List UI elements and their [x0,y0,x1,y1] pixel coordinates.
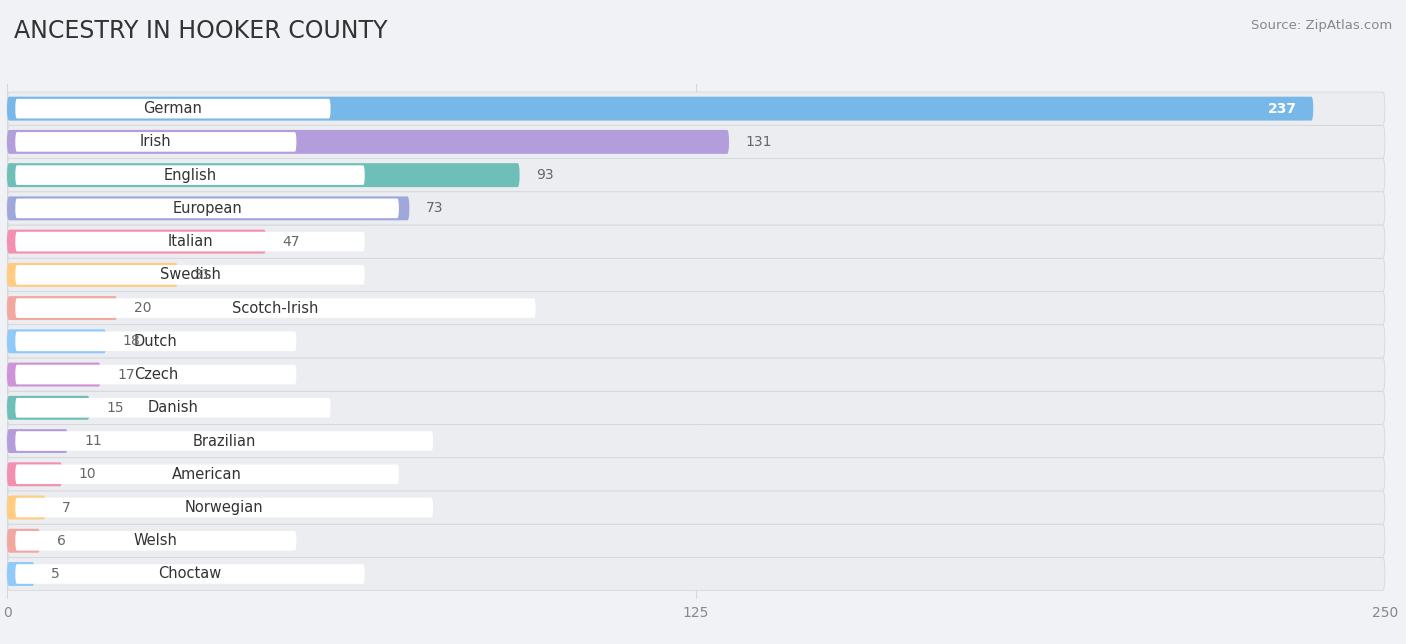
Text: English: English [163,167,217,183]
FancyBboxPatch shape [7,358,1385,391]
FancyBboxPatch shape [15,498,433,517]
Text: 131: 131 [745,135,772,149]
Text: 15: 15 [107,401,124,415]
Text: 47: 47 [283,234,299,249]
FancyBboxPatch shape [7,230,266,254]
Text: 6: 6 [56,534,66,548]
FancyBboxPatch shape [15,265,364,285]
Text: Danish: Danish [148,401,198,415]
Text: Brazilian: Brazilian [193,433,256,448]
FancyBboxPatch shape [7,363,101,386]
Text: 18: 18 [122,334,141,348]
Text: 17: 17 [117,368,135,381]
FancyBboxPatch shape [7,458,1385,491]
Text: Welsh: Welsh [134,533,177,548]
Text: 11: 11 [84,434,103,448]
Text: American: American [172,467,242,482]
FancyBboxPatch shape [7,292,1385,325]
FancyBboxPatch shape [15,298,536,318]
Text: Scotch-Irish: Scotch-Irish [232,301,319,316]
Text: Source: ZipAtlas.com: Source: ZipAtlas.com [1251,19,1392,32]
Text: Dutch: Dutch [134,334,177,349]
Text: 5: 5 [51,567,60,581]
FancyBboxPatch shape [7,529,41,553]
FancyBboxPatch shape [7,225,1385,258]
FancyBboxPatch shape [7,391,1385,424]
Text: ANCESTRY IN HOOKER COUNTY: ANCESTRY IN HOOKER COUNTY [14,19,388,43]
Text: 10: 10 [79,468,96,481]
FancyBboxPatch shape [7,557,1385,591]
FancyBboxPatch shape [7,130,730,154]
FancyBboxPatch shape [7,196,409,220]
FancyBboxPatch shape [7,325,1385,358]
Text: 237: 237 [1268,102,1296,116]
Text: 20: 20 [134,301,152,315]
FancyBboxPatch shape [7,429,67,453]
FancyBboxPatch shape [7,192,1385,225]
Text: 31: 31 [194,268,212,282]
FancyBboxPatch shape [15,365,297,384]
FancyBboxPatch shape [15,564,364,584]
FancyBboxPatch shape [7,329,107,354]
FancyBboxPatch shape [7,92,1385,126]
FancyBboxPatch shape [7,258,1385,292]
FancyBboxPatch shape [15,464,399,484]
FancyBboxPatch shape [15,431,433,451]
FancyBboxPatch shape [7,97,1313,120]
FancyBboxPatch shape [7,163,520,187]
FancyBboxPatch shape [7,491,1385,524]
Text: Swedish: Swedish [159,267,221,282]
FancyBboxPatch shape [7,462,62,486]
FancyBboxPatch shape [15,332,297,351]
FancyBboxPatch shape [7,263,179,287]
FancyBboxPatch shape [7,562,35,586]
Text: 93: 93 [536,168,554,182]
Text: 73: 73 [426,202,443,215]
Text: 7: 7 [62,500,70,515]
FancyBboxPatch shape [7,396,90,420]
FancyBboxPatch shape [15,166,364,185]
FancyBboxPatch shape [7,424,1385,458]
Text: Czech: Czech [134,367,179,382]
Text: European: European [172,201,242,216]
FancyBboxPatch shape [15,99,330,118]
FancyBboxPatch shape [7,524,1385,557]
FancyBboxPatch shape [15,232,364,251]
FancyBboxPatch shape [7,495,45,520]
Text: Norwegian: Norwegian [184,500,263,515]
Text: Irish: Irish [141,135,172,149]
FancyBboxPatch shape [15,132,297,152]
Text: Choctaw: Choctaw [159,567,222,582]
FancyBboxPatch shape [7,126,1385,158]
FancyBboxPatch shape [15,398,330,417]
Text: German: German [143,101,202,116]
FancyBboxPatch shape [15,198,399,218]
FancyBboxPatch shape [15,531,297,551]
FancyBboxPatch shape [7,296,117,320]
FancyBboxPatch shape [7,158,1385,192]
Text: Italian: Italian [167,234,212,249]
